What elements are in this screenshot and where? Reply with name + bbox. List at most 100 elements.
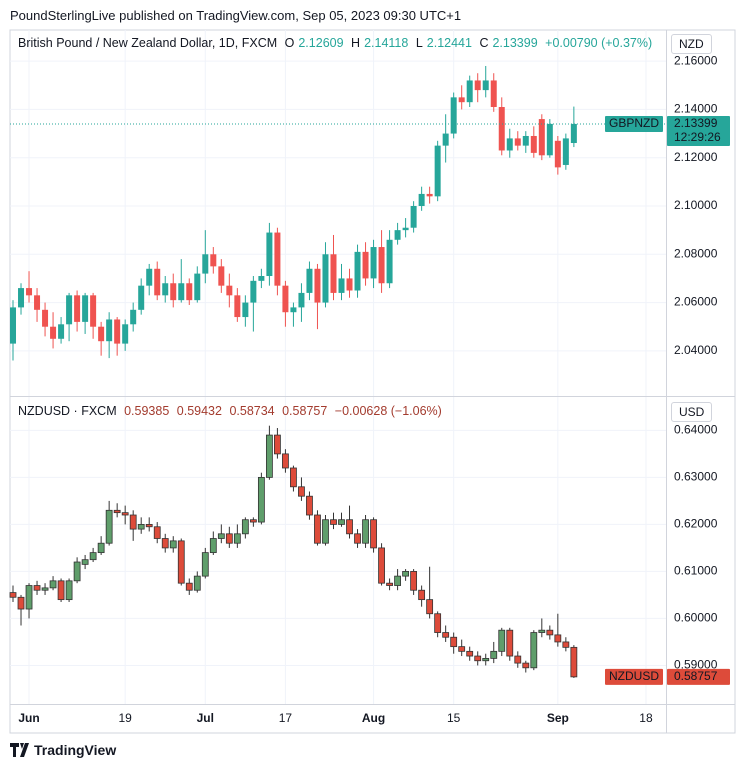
candle-body [562,641,570,648]
candle-body [314,514,321,544]
symbol-badge [605,115,663,132]
candle-body [354,251,361,291]
candle-body [209,538,217,554]
candle-body [74,295,81,322]
candle-body [410,205,417,228]
candle-body [226,285,233,296]
symbol-label: NZDUSD [609,669,659,683]
candle-body [386,582,393,586]
candle-body [434,613,442,633]
candle-body [474,655,482,662]
candle-body [466,80,473,103]
ohlc-letter: O [284,36,295,50]
candle-body [546,629,554,636]
x-tick-label: 17 [279,711,293,725]
price-label: 2.13399 [674,116,718,130]
candle-body [314,268,321,303]
candle-body [490,650,498,659]
candle-body [10,307,17,344]
x-tick-label: 18 [639,711,653,725]
candle-body [522,662,530,669]
price-badge [667,668,730,685]
candle-body [33,585,41,591]
title: British Pound / New Zealand Dollar, 1D, … [18,36,278,50]
candle-body [386,239,393,284]
candle-body [490,80,497,108]
candle-body [225,533,233,544]
candle-body [266,232,273,277]
candle-body [298,486,305,497]
candle-body [137,524,145,530]
candle-body [153,526,161,539]
candle-body [82,295,89,322]
y-tick-label: 0.64000 [674,423,718,437]
candle-body [378,547,385,584]
currency-button[interactable]: NZD [671,34,712,54]
ohlc-letter: H [351,36,361,50]
candle-body [482,657,490,662]
y-tick-label: 2.08000 [674,246,718,260]
candle-body [378,247,385,284]
candle-body [530,632,538,669]
x-tick-label: 19 [118,711,132,725]
candle-body [410,571,418,591]
logo: TradingView [10,742,116,758]
y-tick-label: 0.61000 [674,564,718,578]
candle-body [258,276,265,281]
candle-body [402,227,409,231]
candle-body [162,283,169,296]
candle-body [121,512,129,516]
candle-body [34,295,41,310]
candle-body [25,585,33,610]
y-tick-label: 0.60000 [674,611,718,625]
ohlc-letter: L [415,36,423,50]
open-value: 2.12609 [298,36,344,50]
candle-body [58,324,65,339]
candle-body [538,119,545,156]
candle-body [346,278,353,291]
candle-body [274,434,281,455]
candle-body [218,266,225,286]
candle-body [538,629,546,633]
candle-body [145,524,153,528]
candle-body [122,324,129,344]
candle-body [474,80,481,91]
candle-body [506,138,513,151]
candle-body [105,509,113,544]
grid [10,30,666,704]
candle-body [18,288,25,308]
candle-body [113,509,121,514]
candle-body [233,533,241,544]
candle-body [362,519,369,544]
candle-body [106,319,113,342]
legend-bottom: NZDUSD · FXCM 0.59385 0.59432 0.58734 0.… [18,404,446,418]
candle-body [402,571,410,577]
candle-body [394,230,401,240]
candle-body [57,580,65,601]
legend-top: British Pound / New Zealand Dollar, 1D, … [18,36,656,50]
candle-body [554,634,562,643]
high-value: 0.59432 [176,404,222,418]
symbol-label: GBPNZD [609,116,659,130]
candle-body [466,650,474,657]
candle-body [265,434,273,478]
change: −0.00628 (−1.06%) [334,404,442,418]
candle-body [73,561,81,582]
y-tick-label: 2.04000 [674,343,718,357]
y-tick-label: 2.10000 [674,198,718,212]
candle-body [450,636,458,648]
axes: 2.04000 2.06000 2.08000 2.10000 2.12000 2.140… [18,53,730,725]
candle-body [514,138,521,146]
candle-body [242,302,249,318]
candle-body [250,280,257,303]
x-tick-label: Jul [197,711,214,725]
candle-body [298,292,305,308]
candle-body [306,268,313,293]
candle-body [354,533,361,544]
candle-body [322,254,329,303]
currency-button[interactable]: USD [671,402,713,422]
candle-body [234,295,241,318]
candle-body [274,232,281,286]
